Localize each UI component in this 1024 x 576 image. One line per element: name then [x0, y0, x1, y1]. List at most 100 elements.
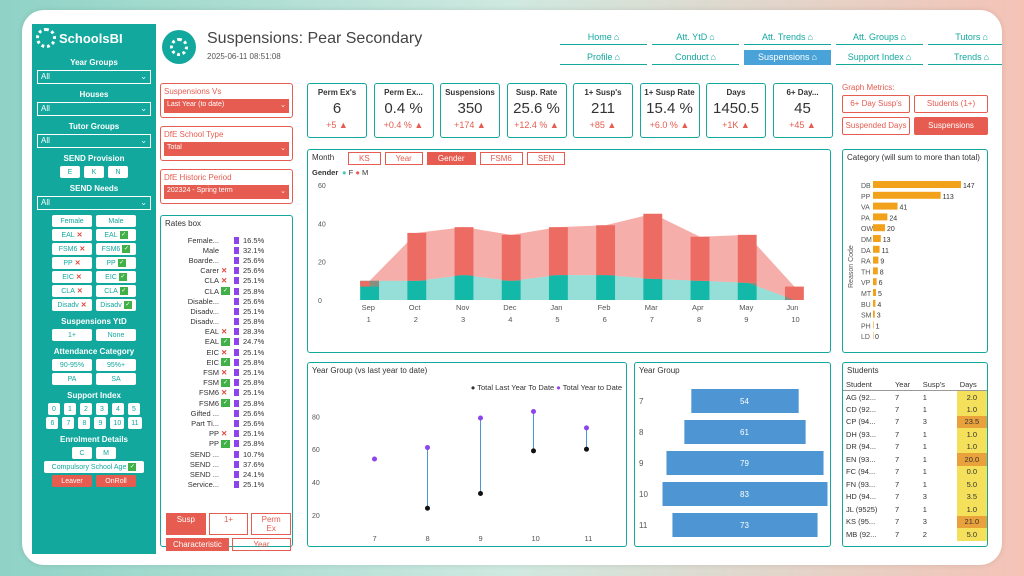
support-index-option[interactable]: 3 — [96, 403, 108, 415]
support-index-option[interactable]: 0 — [48, 403, 60, 415]
table-row[interactable]: KS (95... 7 3 21.0 — [843, 515, 987, 528]
send-provision-K[interactable]: K — [84, 166, 104, 178]
table-row[interactable]: HD (94... 7 3 3.5 — [843, 490, 987, 503]
susp-ytd-option[interactable]: 1+ — [52, 329, 92, 341]
attendance-option[interactable]: PA — [52, 373, 92, 385]
send-provision-E[interactable]: E — [60, 166, 80, 178]
support-index-option[interactable]: 6 — [46, 417, 59, 429]
houses-dropdown[interactable]: All ⌄ — [37, 102, 151, 116]
table-row[interactable]: FC (94... 7 1 0.0 — [843, 465, 987, 478]
dfe-period-dropdown[interactable]: 202324 - Spring term ⌄ — [164, 185, 289, 199]
rates-metric-button[interactable]: Perm Ex — [251, 513, 292, 535]
toggle-pp-no[interactable]: PP ✕ — [52, 257, 92, 269]
toggle-label: FSM6 — [58, 245, 78, 253]
tutor-groups-dropdown[interactable]: All ⌄ — [37, 134, 151, 148]
rates-metric-button[interactable]: 1+ — [208, 513, 249, 535]
graph-metric-button[interactable]: Students (1+) — [914, 95, 988, 113]
attendance-option[interactable]: SA — [96, 373, 136, 385]
toggle-cla-yes[interactable]: CLA ✓ — [96, 285, 136, 297]
rates-group-button[interactable]: Year — [231, 538, 291, 551]
gender-male-toggle[interactable]: Male — [96, 215, 136, 227]
kpi-card: 6+ Day... 45 +45 ▲ — [772, 83, 833, 138]
month-tab[interactable]: Year — [384, 152, 423, 165]
enrolment-option[interactable]: C — [72, 447, 92, 459]
gender-female-toggle[interactable]: Female — [52, 215, 92, 227]
onroll-button[interactable]: OnRoll — [96, 475, 136, 487]
support-index-option[interactable]: 4 — [112, 403, 124, 415]
nav-home[interactable]: Home ⌂ — [560, 30, 647, 45]
table-row[interactable]: CP (94... 7 3 23.5 — [843, 415, 987, 428]
toggle-eic-no[interactable]: EIC ✕ — [52, 271, 92, 283]
nav-att-ytd[interactable]: Att. YtD ⌂ — [652, 30, 739, 45]
table-cell: 20.0 — [956, 453, 987, 466]
support-index-option[interactable]: 2 — [80, 403, 92, 415]
send-provision-N[interactable]: N — [108, 166, 128, 178]
column-header[interactable]: Days — [956, 378, 987, 391]
susp-vs-dropdown[interactable]: Last Year (to date) ⌄ — [164, 99, 289, 113]
table-row[interactable]: MB (92... 7 2 5.0 — [843, 528, 987, 541]
table-row[interactable]: DH (93... 7 1 1.0 — [843, 428, 987, 441]
toggle-eic-yes[interactable]: EIC ✓ — [96, 271, 136, 283]
rates-group-button[interactable]: Characteristic — [166, 538, 229, 551]
attendance-option[interactable]: 95%+ — [96, 359, 136, 371]
support-index-option[interactable]: 9 — [94, 417, 107, 429]
column-header[interactable]: Susp's — [919, 378, 957, 391]
category-bar — [873, 181, 961, 188]
nav-tutors[interactable]: Tutors ⌂ — [928, 30, 1002, 45]
susp-ytd-option[interactable]: None — [96, 329, 136, 341]
table-row[interactable]: JL (9525) 7 1 1.0 — [843, 503, 987, 516]
attendance-option[interactable]: 90-95% — [52, 359, 92, 371]
toggle-eal-yes[interactable]: EAL ✓ — [96, 229, 136, 241]
toggle-pp-yes[interactable]: PP ✓ — [96, 257, 136, 269]
rate-name: PP — [208, 429, 219, 439]
house-icon: ⌂ — [811, 52, 817, 62]
month-tab[interactable]: KS — [348, 152, 381, 165]
rates-metric-button[interactable]: Susp — [166, 513, 206, 535]
rates-row: FSM6 ✕ 25.1% — [161, 388, 292, 398]
nav-support-index[interactable]: Support Index ⌂ — [836, 50, 923, 65]
nav-profile[interactable]: Profile ⌂ — [560, 50, 647, 65]
support-index-option[interactable]: 1 — [64, 403, 76, 415]
table-row[interactable]: DR (94... 7 1 1.0 — [843, 440, 987, 453]
graph-metric-button[interactable]: Suspensions — [914, 117, 988, 135]
enrolment-option[interactable]: M — [96, 447, 116, 459]
nav-conduct[interactable]: Conduct ⌂ — [652, 50, 739, 65]
table-row[interactable]: FN (93... 7 1 5.0 — [843, 478, 987, 491]
support-index-option[interactable]: 8 — [78, 417, 91, 429]
nav-att-groups[interactable]: Att. Groups ⌂ — [836, 30, 923, 45]
attendance-category-label: Attendance Category — [53, 347, 135, 356]
month-tab[interactable]: FSM6 — [479, 152, 523, 165]
graph-metric-button[interactable]: 6+ Day Susp's — [842, 95, 910, 113]
toggle-disadv-no[interactable]: Disadv ✕ — [52, 299, 92, 311]
check-icon: ✓ — [221, 287, 230, 296]
year-groups-dropdown[interactable]: All ⌄ — [37, 70, 151, 84]
support-index-option[interactable]: 7 — [62, 417, 75, 429]
nav-suspensions[interactable]: Suspensions ⌂ — [744, 50, 831, 65]
toggle-disadv-yes[interactable]: Disadv ✓ — [96, 299, 136, 311]
dfe-type-dropdown[interactable]: Total ⌄ — [164, 142, 289, 156]
send-needs-dropdown[interactable]: All ⌄ — [37, 196, 151, 210]
cross-icon: ✕ — [74, 260, 81, 267]
table-row[interactable]: EN (93... 7 1 20.0 — [843, 453, 987, 466]
toggle-cla-no[interactable]: CLA ✕ — [52, 285, 92, 297]
table-row[interactable]: CD (92... 7 1 1.0 — [843, 403, 987, 416]
category-value: 4 — [877, 302, 881, 309]
month-tab[interactable]: SEN — [526, 152, 566, 165]
support-index-option[interactable]: 11 — [128, 417, 142, 429]
support-index-option[interactable]: 10 — [110, 417, 125, 429]
column-header[interactable]: Student — [843, 378, 892, 391]
month-tab[interactable]: Gender — [426, 152, 476, 165]
table-row[interactable]: AG (92... 7 1 2.0 — [843, 390, 987, 403]
rate-value: 37.6% — [243, 459, 265, 469]
compulsory-school-age-toggle[interactable]: Compulsory School Age ✓ — [44, 461, 144, 473]
toggle-fsm6-yes[interactable]: FSM6 ✓ — [96, 243, 136, 255]
nav-att-trends[interactable]: Att. Trends ⌂ — [744, 30, 831, 45]
nav-trends[interactable]: Trends ⌂ — [928, 50, 1002, 65]
toggle-eal-no[interactable]: EAL ✕ — [52, 229, 92, 241]
column-header[interactable]: Year — [891, 378, 920, 391]
support-index-option[interactable]: 5 — [128, 403, 140, 415]
toggle-fsm6-no[interactable]: FSM6 ✕ — [52, 243, 92, 255]
leaver-button[interactable]: Leaver — [52, 475, 92, 487]
rates-row: EAL ✕ 28.3% — [161, 327, 292, 337]
graph-metric-button[interactable]: Suspended Days — [842, 117, 910, 135]
